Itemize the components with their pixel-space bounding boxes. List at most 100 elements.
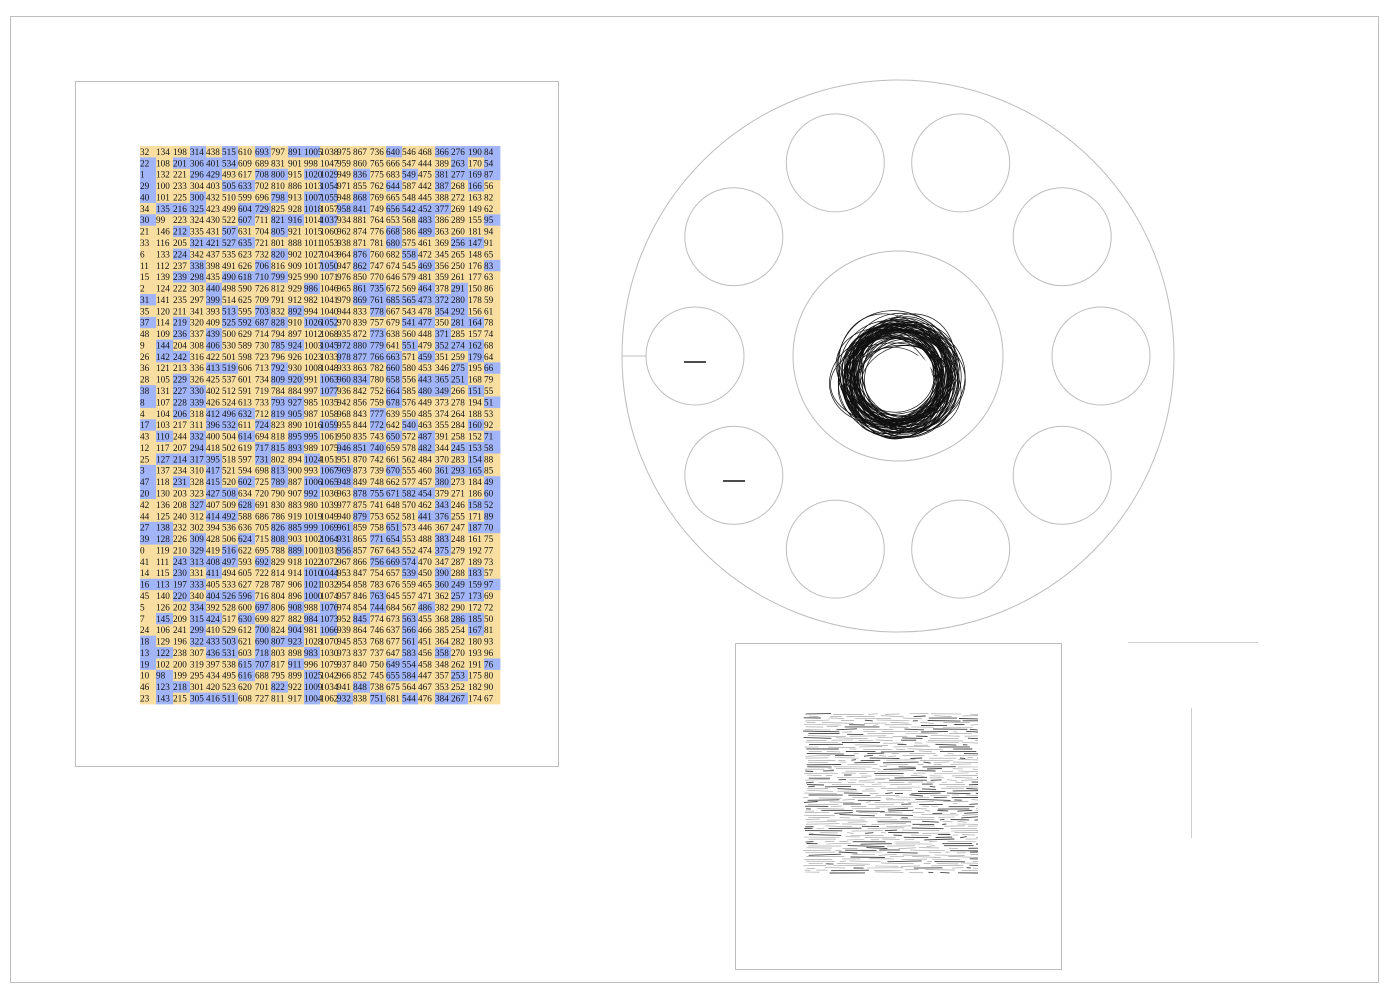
grid-cell-bg: [190, 601, 207, 614]
grid-cell-bg: [370, 191, 387, 204]
grid-cell-bg: [353, 567, 371, 580]
grid-cell: 200: [173, 659, 187, 669]
grid-cell-bg: [288, 624, 305, 637]
grid-cell: 955: [337, 420, 351, 430]
grid-cell: 85: [484, 466, 494, 476]
grid-cell: 198: [173, 147, 187, 157]
grid-cell: 278: [451, 397, 465, 407]
grid-cell-bg: [222, 601, 239, 614]
grid-cell-bg: [418, 442, 436, 454]
scribble-line: [911, 792, 941, 795]
grid-cell-bg: [402, 624, 419, 637]
grid-cell-bg: [173, 567, 191, 580]
grid-cell: 834: [353, 375, 367, 385]
grid-cell: 120: [156, 306, 170, 316]
grid-cell: 520: [222, 477, 236, 487]
grid-cell-bg: [402, 567, 419, 580]
grid-cell: 658: [386, 375, 400, 385]
grid-cell-bg: [190, 202, 207, 215]
grid-cell: 264: [451, 409, 465, 419]
grid-cell-bg: [451, 214, 469, 227]
grid-cell-bg: [435, 316, 452, 329]
grid-cell: 244: [173, 432, 187, 442]
grid-cell: 865: [353, 534, 367, 544]
grid-cell-bg: [271, 681, 289, 694]
grid-cell: 467: [418, 682, 432, 692]
grid-cell: 250: [451, 261, 465, 271]
grid-cell: 127: [156, 454, 170, 464]
grid-cell-bg: [173, 669, 191, 682]
grid-cell: 490: [222, 272, 236, 282]
grid-cell: 78: [484, 318, 494, 328]
grid-cell-bg: [255, 339, 272, 352]
scribble-ring: [829, 310, 966, 440]
grid-cell: 341: [190, 306, 204, 316]
grid-cell: 889: [288, 545, 302, 555]
grid-cell-bg: [222, 578, 239, 591]
grid-cell: 552: [402, 545, 416, 555]
grid-cell: 753: [370, 511, 384, 521]
grid-cell-bg: [353, 214, 371, 227]
grid-cell: 152: [468, 432, 482, 442]
grid-cell-bg: [271, 225, 289, 238]
grid-cell: 562: [402, 454, 416, 464]
grid-cell-bg: [156, 316, 174, 329]
grid-cell: 500: [222, 329, 236, 339]
grid-cell: 564: [402, 682, 416, 692]
grid-cell-bg: [435, 578, 452, 591]
grid-cell-bg: [304, 191, 321, 204]
grid-cell-bg: [418, 590, 436, 602]
grid-cell-bg: [156, 487, 174, 500]
grid-cell: 1001: [304, 545, 323, 555]
grid-cell-bg: [173, 225, 191, 238]
grid-cell: 281: [451, 318, 465, 328]
scribble-line: [836, 728, 858, 731]
grid-cell-bg: [484, 237, 501, 249]
grid-cell: 295: [190, 671, 204, 681]
scribble-line: [901, 858, 927, 860]
grid-cell: 357: [435, 671, 449, 681]
grid-cell-bg: [156, 567, 174, 580]
grid-cell-bg: [190, 146, 207, 158]
grid-cell: 771: [370, 534, 384, 544]
scribble-line: [948, 856, 979, 858]
grid-cell: 647: [386, 648, 400, 658]
grid-cell: 207: [173, 443, 187, 453]
grid-cell: 102: [156, 659, 170, 669]
scribble-line: [804, 801, 818, 803]
grid-cell: 380: [435, 477, 449, 487]
grid-cell-bg: [353, 350, 371, 363]
grid-cell-bg: [370, 214, 387, 227]
grid-cell: 543: [402, 306, 416, 316]
grid-cell-bg: [353, 453, 371, 466]
grid-cell-bg: [173, 328, 191, 340]
grid-cell-bg: [288, 339, 305, 352]
grid-cell-bg: [238, 202, 256, 215]
grid-cell-bg: [353, 510, 371, 523]
grid-cell: 680: [386, 238, 400, 248]
grid-cell-bg: [353, 180, 371, 192]
grid-cell: 65: [484, 249, 494, 259]
grid-cell: 317: [190, 454, 204, 464]
grid-cell: 344: [435, 443, 449, 453]
grid-cell: 938: [337, 238, 351, 248]
grid-cell-bg: [484, 157, 501, 170]
grid-cell-bg: [451, 328, 469, 340]
grid-cell-bg: [451, 271, 469, 284]
grid-cell: 206: [173, 409, 187, 419]
scribble-line: [803, 849, 831, 851]
grid-cell: 878: [353, 489, 367, 499]
grid-cell: 95: [484, 215, 494, 225]
grid-cell: 944: [337, 306, 351, 316]
grid-cell: 5: [140, 602, 145, 612]
grid-cell-bg: [402, 350, 419, 363]
grid-cell: 523: [222, 682, 236, 692]
grid-cell: 750: [370, 659, 384, 669]
grid-cell-bg: [418, 180, 436, 192]
grid-cell-bg: [271, 328, 289, 340]
scribble-line: [909, 849, 945, 852]
scribble-line: [847, 845, 885, 848]
grid-cell: 36: [140, 363, 150, 373]
grid-cell: 902: [288, 249, 302, 259]
